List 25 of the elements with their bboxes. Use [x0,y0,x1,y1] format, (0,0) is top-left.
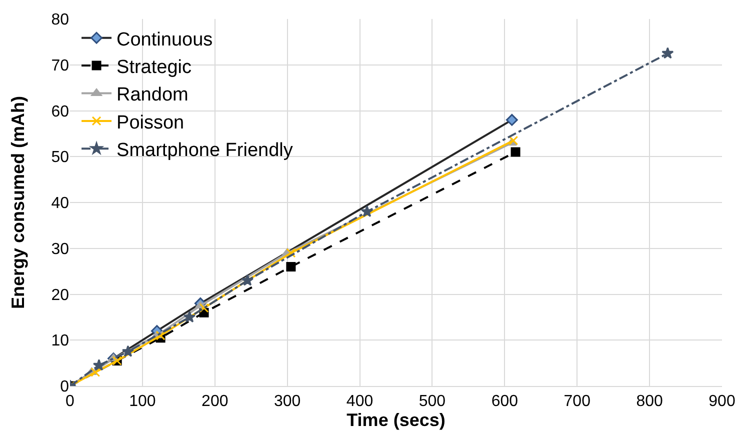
legend-label: Random [116,84,188,106]
y-tick-label: 30 [51,240,70,258]
y-tick-label: 40 [51,195,70,212]
y-tick-label: 0 [60,378,70,396]
legend-label: Smartphone Friendly [116,140,294,162]
y-tick-label: 70 [51,57,70,74]
y-tick-label: 60 [51,103,70,120]
x-tick-label: 300 [274,393,301,410]
legend-label: Continuous [116,29,213,50]
x-tick-label: 900 [708,393,736,410]
legend-label: Poisson [116,112,184,134]
legend-label: Strategic [116,56,192,78]
x-tick-label: 600 [491,393,518,410]
x-tick-label: 200 [202,393,228,410]
x-tick-label: 700 [564,393,591,410]
x-tick-label: 400 [346,393,374,410]
x-tick-label: 100 [129,393,156,410]
x-tick-label: 800 [636,393,664,410]
x-axis-title: Time (secs) [346,410,446,430]
y-tick-label: 80 [51,12,70,29]
y-tick-label: 10 [51,332,70,350]
y-tick-label: 20 [51,286,70,304]
x-tick-label: 500 [418,393,446,410]
y-axis-title: Energy consumed (mAh) [8,96,28,310]
y-tick-label: 50 [51,149,70,166]
